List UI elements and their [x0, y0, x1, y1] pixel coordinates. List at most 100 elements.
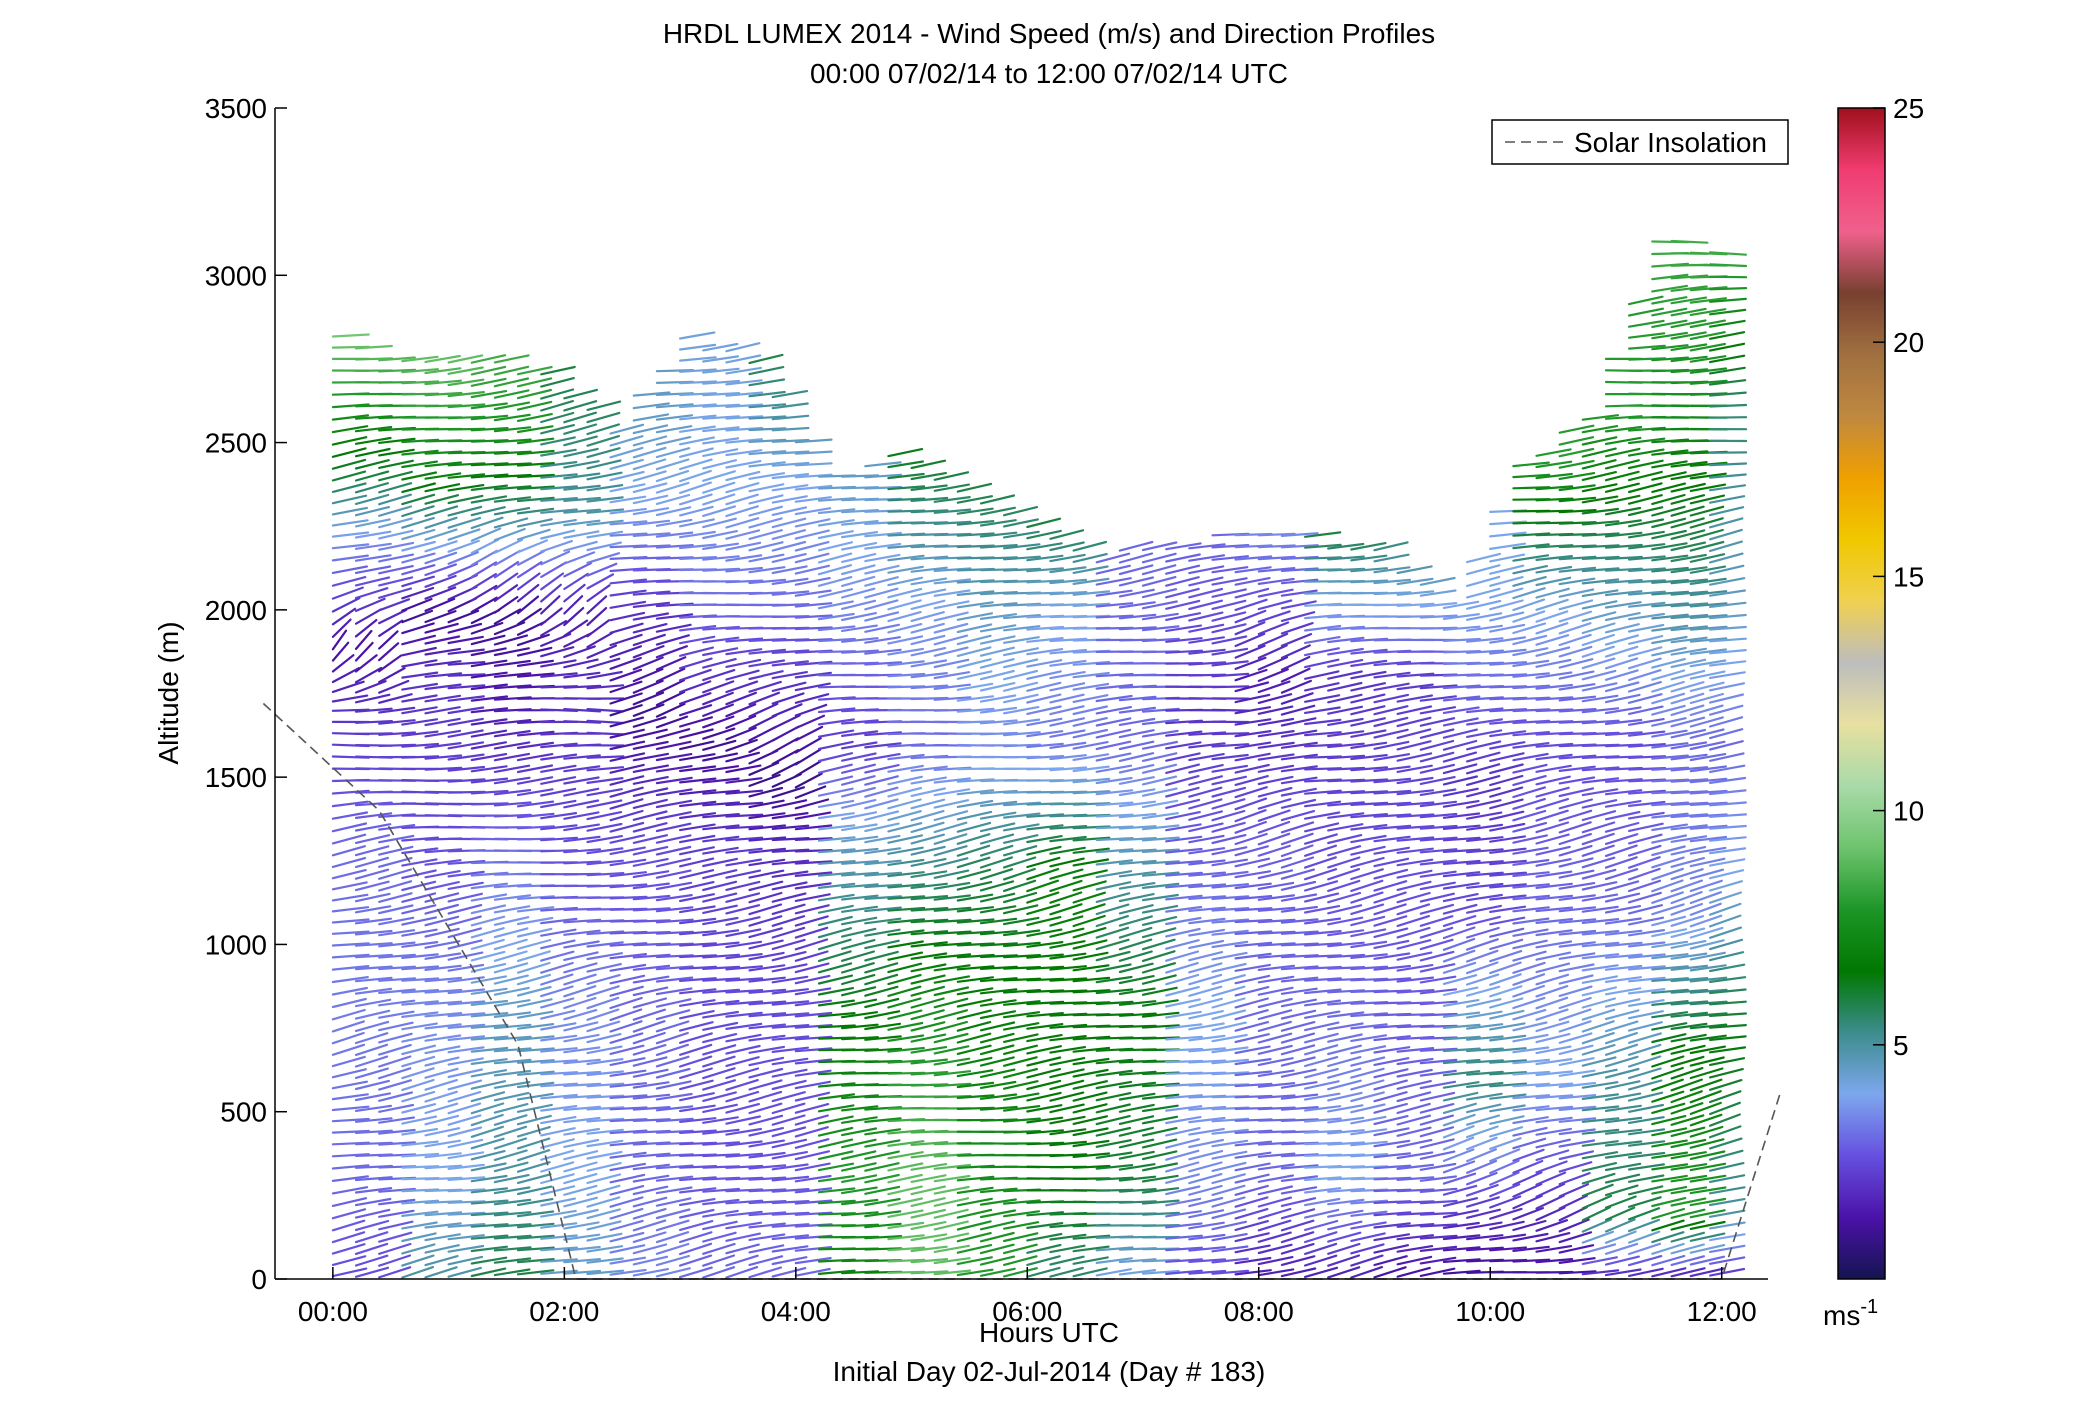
- wind-barb: [979, 917, 1018, 925]
- wind-barb: [1689, 355, 1727, 363]
- wind-barb: [1257, 1163, 1295, 1171]
- wind-barb: [979, 1056, 1015, 1067]
- wind-barb: [540, 424, 576, 435]
- wind-barb: [1280, 798, 1317, 809]
- wind-barb: [1095, 552, 1131, 564]
- wind-barb: [1118, 812, 1157, 819]
- wind-barb: [378, 679, 410, 694]
- wind-barb: [401, 916, 437, 926]
- wind-barb: [956, 778, 995, 783]
- wind-barb: [655, 543, 694, 549]
- wind-barb: [331, 1231, 366, 1244]
- wind-barb: [1141, 1211, 1181, 1216]
- wind-barb: [331, 800, 369, 808]
- wind-barb: [632, 424, 669, 435]
- wind-barb: [1373, 1079, 1408, 1091]
- wind-barb: [1512, 1182, 1543, 1198]
- wind-barb: [354, 608, 382, 625]
- wind-barb: [1512, 961, 1546, 974]
- wind-barb: [586, 447, 621, 459]
- wind-barb: [702, 869, 738, 880]
- wind-barb: [1257, 856, 1292, 869]
- wind-barb: [1165, 823, 1202, 832]
- wind-barb: [655, 1092, 693, 1101]
- wind-barb: [1211, 1245, 1249, 1253]
- wind-barb: [910, 870, 948, 879]
- wind-barb: [1211, 635, 1248, 645]
- wind-barb: [493, 776, 531, 785]
- wind-barb: [1211, 1196, 1246, 1208]
- wind-barb: [1489, 871, 1528, 877]
- wind-barb: [1002, 1267, 1038, 1278]
- wind-barb: [725, 1221, 763, 1230]
- wind-barb: [840, 786, 876, 798]
- wind-barb: [540, 1034, 578, 1042]
- wind-barb: [1627, 822, 1664, 833]
- wind-barb: [1327, 542, 1365, 550]
- wind-barb: [1489, 938, 1524, 951]
- wind-barb: [1651, 262, 1690, 268]
- wind-barb: [378, 868, 413, 880]
- wind-barb: [378, 834, 415, 844]
- wind-barb: [540, 1127, 576, 1137]
- wind-barb: [516, 518, 553, 528]
- wind-barb: [1072, 1068, 1109, 1078]
- wind-barb: [331, 414, 370, 421]
- wind-barb: [1234, 997, 1269, 1009]
- wind-barb: [1234, 1196, 1269, 1208]
- wind-barb: [840, 599, 877, 611]
- wind-barb: [563, 1245, 601, 1252]
- wind-barb: [563, 447, 599, 458]
- wind-barb: [1708, 1067, 1744, 1079]
- wind-barb: [1257, 705, 1294, 715]
- wind-barb: [470, 718, 508, 726]
- wind-barb: [771, 681, 807, 693]
- wind-barb: [1234, 907, 1273, 912]
- wind-barb: [1072, 802, 1111, 806]
- wind-barb: [1489, 1104, 1526, 1113]
- wind-barb: [655, 752, 693, 762]
- wind-barb: [1303, 718, 1342, 726]
- wind-barb: [1049, 1091, 1085, 1102]
- wind-barb: [1280, 765, 1318, 773]
- wind-barb: [586, 810, 623, 821]
- wind-barb: [725, 470, 761, 482]
- wind-barb: [1535, 917, 1574, 925]
- wind-barb: [1670, 879, 1704, 893]
- wind-barb: [331, 1186, 369, 1195]
- x-tick-label: 04:00: [761, 1296, 831, 1327]
- wind-barb: [424, 880, 460, 891]
- wind-barb: [1651, 879, 1684, 893]
- wind-barb: [447, 1138, 484, 1149]
- wind-barb: [1211, 775, 1248, 786]
- wind-barb: [794, 950, 829, 962]
- wind-barb: [447, 1079, 483, 1091]
- wind-barb: [1708, 891, 1743, 904]
- wind-barb: [702, 835, 740, 843]
- wind-barb: [771, 1199, 810, 1205]
- wind-barb: [956, 623, 993, 634]
- wind-barb: [1234, 941, 1273, 948]
- wind-barb: [1141, 950, 1176, 963]
- wind-barb: [1188, 752, 1225, 762]
- wind-barb: [632, 1163, 671, 1171]
- wind-barb: [1211, 623, 1247, 634]
- wind-barb: [470, 950, 506, 962]
- wind-barb: [1708, 625, 1747, 631]
- wind-barb: [1350, 1128, 1388, 1136]
- wind-barb: [702, 727, 736, 740]
- wind-barb: [354, 1020, 390, 1033]
- wind-barb: [1708, 938, 1744, 951]
- wind-barb: [1465, 637, 1504, 643]
- wind-barb: [1165, 798, 1201, 810]
- wind-barb: [378, 953, 416, 959]
- wind-barb: [1627, 357, 1667, 361]
- wind-barb: [1280, 776, 1318, 785]
- y-tick-label: 3000: [205, 260, 267, 291]
- wind-barb: [794, 438, 833, 444]
- wind-barb: [956, 942, 995, 947]
- wind-barb: [678, 800, 717, 808]
- wind-barb: [540, 742, 578, 749]
- wind-barb: [840, 1162, 877, 1172]
- wind-barb: [331, 953, 370, 959]
